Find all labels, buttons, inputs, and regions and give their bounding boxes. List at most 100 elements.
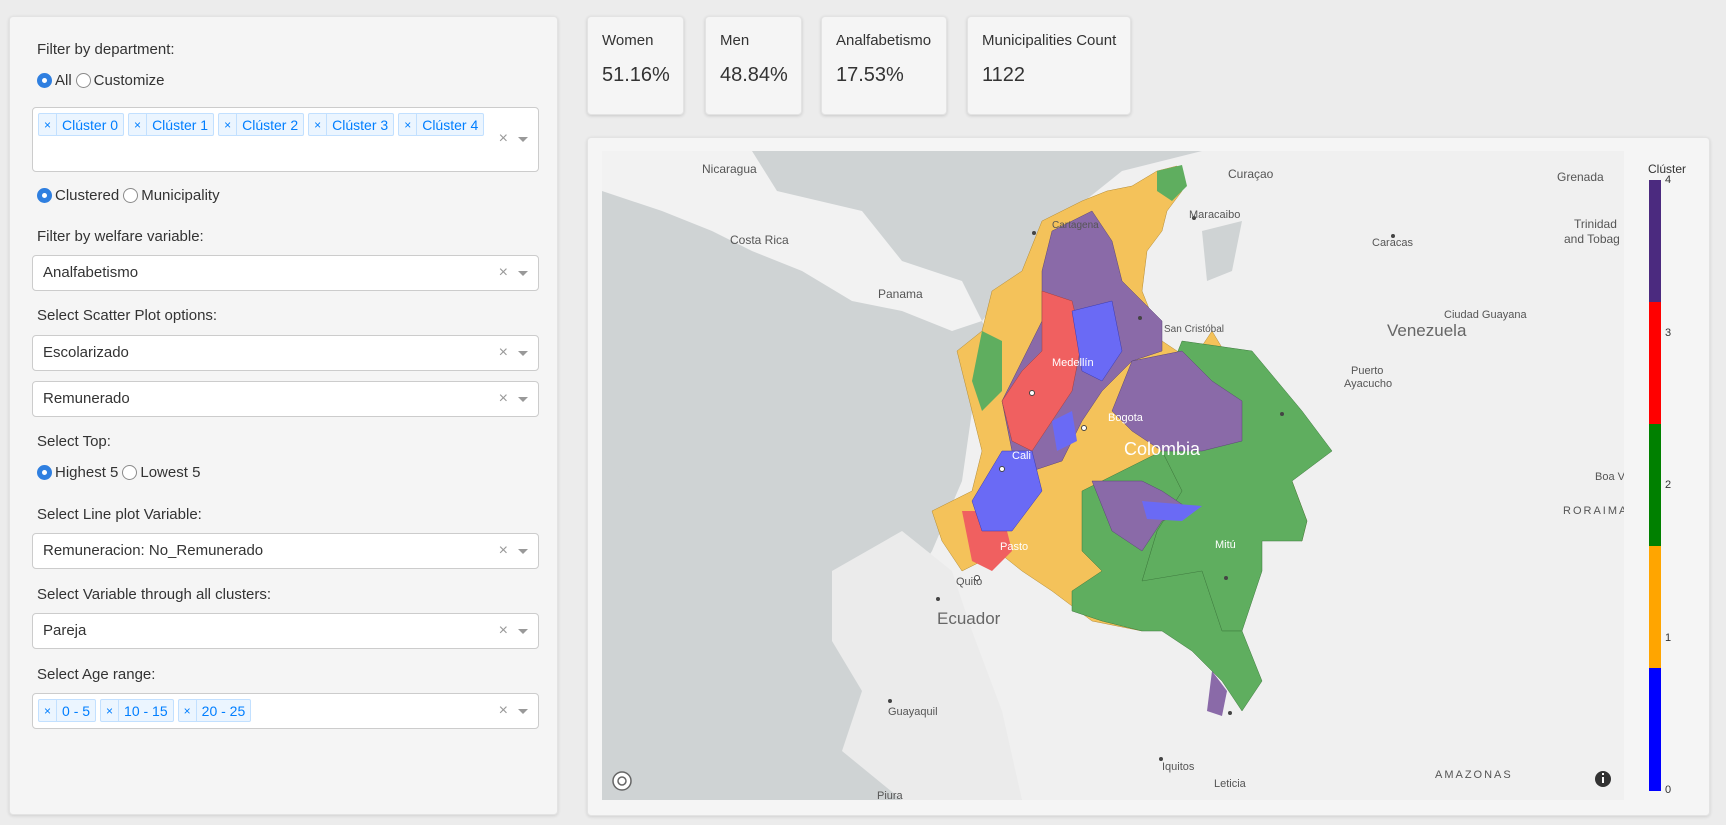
tag-label: Clúster 3 [332,116,389,133]
stat-label: Men [720,32,750,49]
cluster-0-region-south [971,450,1043,532]
stat-card-men: Men 48.84% [705,16,802,115]
radio-highest-5-label[interactable]: Highest 5 [55,464,119,481]
radio-highest-5[interactable] [37,465,52,480]
cluster-tag: × Clúster 1 [128,113,215,136]
stat-value: 17.53% [836,64,904,86]
mapbox-logo-inner [617,776,627,786]
colorbar-tick-4: 4 [1665,174,1672,186]
chevron-down-icon[interactable] [518,629,528,634]
label-piura: Piura [877,790,904,800]
remove-tag-icon[interactable]: × [129,114,148,135]
stat-value: 1122 [982,64,1026,86]
mapbox-logo-icon[interactable] [612,771,632,791]
stat-card-analfabetismo: Analfabetismo 17.53% [821,16,947,115]
clear-icon[interactable]: × [498,344,508,361]
clear-icon[interactable]: × [498,130,508,147]
colorbar-segment-4 [1649,180,1661,302]
view-radio-group: Clustered Municipality [37,187,224,204]
remove-tag-icon[interactable]: × [219,114,238,135]
chevron-down-icon[interactable] [518,271,528,276]
radio-clustered-label[interactable]: Clustered [55,187,120,204]
remove-tag-icon[interactable]: × [101,700,120,721]
label-grenada: Grenada [1557,170,1604,184]
label-tobago: and Tobag [1564,232,1620,246]
label-ayacucho: Ayacucho [1344,378,1392,390]
scatter-y-select[interactable]: Remunerado × [32,381,539,417]
scatter-x-value: Escolarizado [43,344,129,361]
age-range-multiselect[interactable]: × 0 - 5 × 10 - 15 × 20 - 25 × [32,693,539,729]
clear-icon[interactable]: × [498,390,508,407]
ecuador-peru-land [832,531,1022,800]
remove-tag-icon[interactable]: × [179,700,197,721]
chevron-down-icon[interactable] [518,549,528,554]
colorbar-segment-1 [1649,546,1661,668]
clear-icon[interactable]: × [498,702,508,719]
clear-icon[interactable]: × [498,264,508,281]
radio-all-label[interactable]: All [55,72,72,89]
chevron-down-icon[interactable] [518,137,528,142]
tag-label: Clúster 1 [152,116,209,133]
cluster-0-region-east [1142,501,1202,521]
choropleth-map[interactable]: Nicaragua Costa Rica Panama Curaçao Gren… [602,151,1624,800]
top-select-label: Select Top: [37,433,111,450]
cluster-2-region-west [972,331,1002,411]
age-tag: × 10 - 15 [100,699,174,722]
tag-label: 0 - 5 [62,702,91,719]
all-clusters-select[interactable]: Pareja × [32,613,539,649]
label-iquitos: Iquitos [1162,761,1195,773]
lake-maracaibo [1202,221,1242,281]
label-panama: Panama [878,287,923,301]
label-pasto: Pasto [1000,541,1028,553]
department-radio-group: All Customize [37,72,169,89]
central-america-land [602,151,982,331]
colorbar-segment-3 [1649,302,1661,424]
radio-customize-label[interactable]: Customize [93,72,165,89]
remove-tag-icon[interactable]: × [39,700,58,721]
scatter-y-value: Remunerado [43,390,130,407]
chevron-down-icon[interactable] [518,709,528,714]
label-medellin: Medellín [1052,357,1094,369]
radio-all[interactable] [37,73,52,88]
colorbar-segment-2 [1649,424,1661,546]
remove-tag-icon[interactable]: × [39,114,58,135]
legend-title: Clúster [1648,162,1687,176]
label-ciudad-guayana: Ciudad Guayana [1444,309,1527,321]
label-bogota: Bogota [1108,412,1144,424]
all-clusters-label: Select Variable through all clusters: [37,586,272,603]
label-venezuela: Venezuela [1387,321,1467,340]
scatter-x-select[interactable]: Escolarizado × [32,335,539,371]
clear-icon[interactable]: × [498,542,508,559]
scatter-options-label: Select Scatter Plot options: [37,307,218,324]
stat-value: 48.84% [720,64,788,86]
radio-lowest-5-label[interactable]: Lowest 5 [140,464,201,481]
radio-clustered[interactable] [37,188,52,203]
stat-label: Analfabetismo [836,32,932,49]
label-puerto: Puerto [1351,365,1383,377]
map-labels: Nicaragua Costa Rica Panama Curaçao Gren… [702,162,1624,800]
cluster-tags: × Clúster 0 × Clúster 1 × Clúster 2 × Clúster 3… [38,108,488,136]
label-nicaragua: Nicaragua [702,162,757,176]
line-plot-value: Remuneracion: No_Remunerado [43,542,264,559]
remove-tag-icon[interactable]: × [309,114,328,135]
age-range-label: Select Age range: [37,666,156,683]
radio-lowest-5[interactable] [122,465,138,480]
colorbar-tick-0: 0 [1665,784,1672,796]
welfare-select[interactable]: Analfabetismo × [32,255,539,291]
radio-municipality[interactable] [123,188,139,203]
chevron-down-icon[interactable] [518,397,528,402]
cluster-0-region-north [1071,300,1123,382]
colorbar-tick-1: 1 [1665,632,1672,644]
label-trinidad: Trinidad [1574,217,1617,231]
cluster-tag: × Clúster 4 [398,113,485,136]
top-radio-group: Highest 5 Lowest 5 [37,464,204,481]
remove-tag-icon[interactable]: × [399,114,418,135]
radio-customize[interactable] [75,73,91,88]
cluster-multiselect[interactable]: × Clúster 0 × Clúster 1 × Clúster 2 × Clúster 3… [32,107,539,172]
clear-icon[interactable]: × [498,622,508,639]
label-quito: Quito [956,576,982,588]
line-plot-select[interactable]: Remuneracion: No_Remunerado × [32,533,539,569]
stat-card-municipalities: Municipalities Count 1122 [967,16,1131,115]
radio-municipality-label[interactable]: Municipality [141,187,220,204]
chevron-down-icon[interactable] [518,351,528,356]
